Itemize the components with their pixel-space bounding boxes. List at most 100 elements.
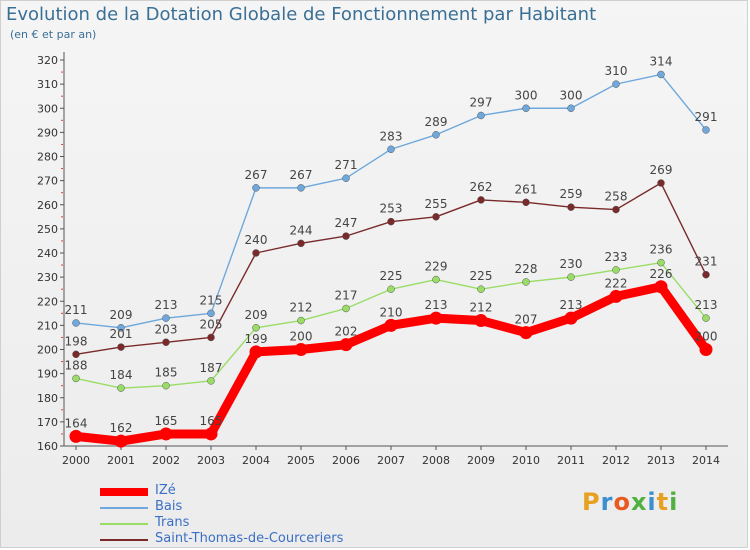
data-label: 230 — [560, 257, 583, 271]
data-label: 207 — [515, 313, 538, 327]
data-label: 253 — [380, 202, 403, 216]
legend: IZé Bais Trans Saint-Thomas-de-Courcerie… — [100, 483, 400, 548]
y-tick-label: 220 — [37, 295, 58, 308]
data-label: 212 — [290, 301, 313, 315]
data-point — [117, 324, 125, 332]
data-label: 259 — [560, 187, 583, 201]
data-label: 297 — [470, 95, 493, 109]
data-point — [162, 381, 170, 390]
y-tick-label: 190 — [37, 368, 58, 381]
y-tick-label: 180 — [37, 392, 58, 405]
data-point — [657, 179, 665, 187]
legend-label-ize: IZé — [155, 483, 176, 498]
data-point — [477, 111, 485, 120]
data-point — [342, 232, 350, 240]
data-point — [69, 429, 83, 443]
data-point — [297, 316, 305, 325]
data-point — [519, 326, 533, 340]
y-tick-label: 170 — [37, 416, 58, 429]
data-label: 209 — [110, 308, 133, 322]
data-label: 185 — [155, 366, 178, 380]
data-point — [162, 314, 170, 322]
data-label: 267 — [245, 168, 268, 182]
data-point — [342, 304, 350, 313]
y-tick-label: 200 — [37, 344, 58, 357]
data-label: 200 — [695, 330, 718, 344]
data-label: 213 — [695, 298, 718, 312]
y-tick-label: 270 — [37, 175, 58, 188]
data-label: 244 — [290, 223, 313, 237]
legend-swatch-trans — [100, 523, 148, 525]
data-point — [432, 131, 440, 139]
data-label: 283 — [380, 129, 403, 143]
data-label: 213 — [155, 298, 178, 312]
x-tick-label: 2009 — [467, 454, 495, 467]
data-label: 258 — [605, 190, 628, 204]
x-tick-label: 2000 — [62, 454, 90, 467]
data-point — [657, 258, 665, 267]
y-tick-label: 160 — [37, 440, 58, 453]
data-label: 289 — [425, 115, 448, 129]
y-tick-label: 210 — [37, 319, 58, 332]
data-label: 222 — [605, 276, 628, 290]
data-label: 215 — [200, 293, 223, 307]
data-label: 247 — [335, 216, 358, 230]
y-tick-label: 320 — [37, 54, 58, 67]
data-point — [207, 333, 215, 342]
data-label: 165 — [155, 414, 178, 428]
x-tick-label: 2010 — [512, 454, 540, 467]
proxiti-logo: Proxiti — [582, 488, 678, 516]
y-tick-label: 280 — [37, 151, 58, 164]
legend-label-saint-thomas: Saint-Thomas-de-Courceriers — [155, 531, 344, 546]
data-point — [654, 280, 668, 294]
y-tick-label: 250 — [37, 223, 58, 236]
data-point — [207, 309, 215, 318]
data-label: 255 — [425, 197, 448, 211]
logo-letter: o — [613, 488, 631, 516]
x-tick-label: 2007 — [377, 454, 405, 467]
logo-letter: i — [669, 488, 679, 516]
legend-item-ize: IZé — [100, 483, 400, 500]
data-label: 300 — [560, 88, 583, 102]
data-label: 201 — [110, 327, 133, 341]
logo-letter: P — [582, 488, 601, 516]
data-label: 165 — [200, 414, 223, 428]
data-point — [702, 126, 710, 134]
data-point — [252, 324, 260, 332]
data-point — [72, 319, 80, 327]
data-label: 200 — [290, 330, 313, 344]
data-point — [294, 343, 308, 356]
data-label: 188 — [65, 358, 88, 372]
x-tick-label: 2008 — [422, 454, 450, 467]
x-tick-label: 2011 — [557, 454, 585, 467]
data-point — [567, 203, 575, 211]
data-point — [612, 266, 620, 274]
data-label: 225 — [470, 269, 493, 283]
data-label: 310 — [605, 64, 628, 78]
legend-item-bais: Bais — [100, 499, 400, 516]
data-point — [114, 434, 128, 448]
logo-letter: i — [647, 488, 657, 516]
x-tick-label: 2002 — [152, 454, 180, 467]
data-label: 261 — [515, 182, 538, 196]
data-label: 198 — [65, 334, 88, 348]
data-point — [567, 273, 575, 281]
data-point — [609, 289, 623, 303]
data-label: 229 — [425, 260, 448, 274]
data-point — [429, 311, 443, 325]
data-label: 217 — [335, 288, 358, 302]
data-point — [522, 278, 530, 286]
data-label: 199 — [245, 332, 268, 346]
data-label: 202 — [335, 325, 358, 339]
data-label: 211 — [65, 303, 88, 317]
data-point — [204, 427, 218, 441]
legend-item-trans: Trans — [100, 515, 400, 532]
data-point — [387, 285, 395, 293]
data-label: 162 — [110, 421, 133, 435]
data-label: 291 — [695, 110, 718, 124]
data-point — [162, 338, 170, 347]
y-tick-label: 230 — [37, 271, 58, 284]
data-label: 213 — [425, 298, 448, 312]
data-label: 233 — [605, 250, 628, 264]
